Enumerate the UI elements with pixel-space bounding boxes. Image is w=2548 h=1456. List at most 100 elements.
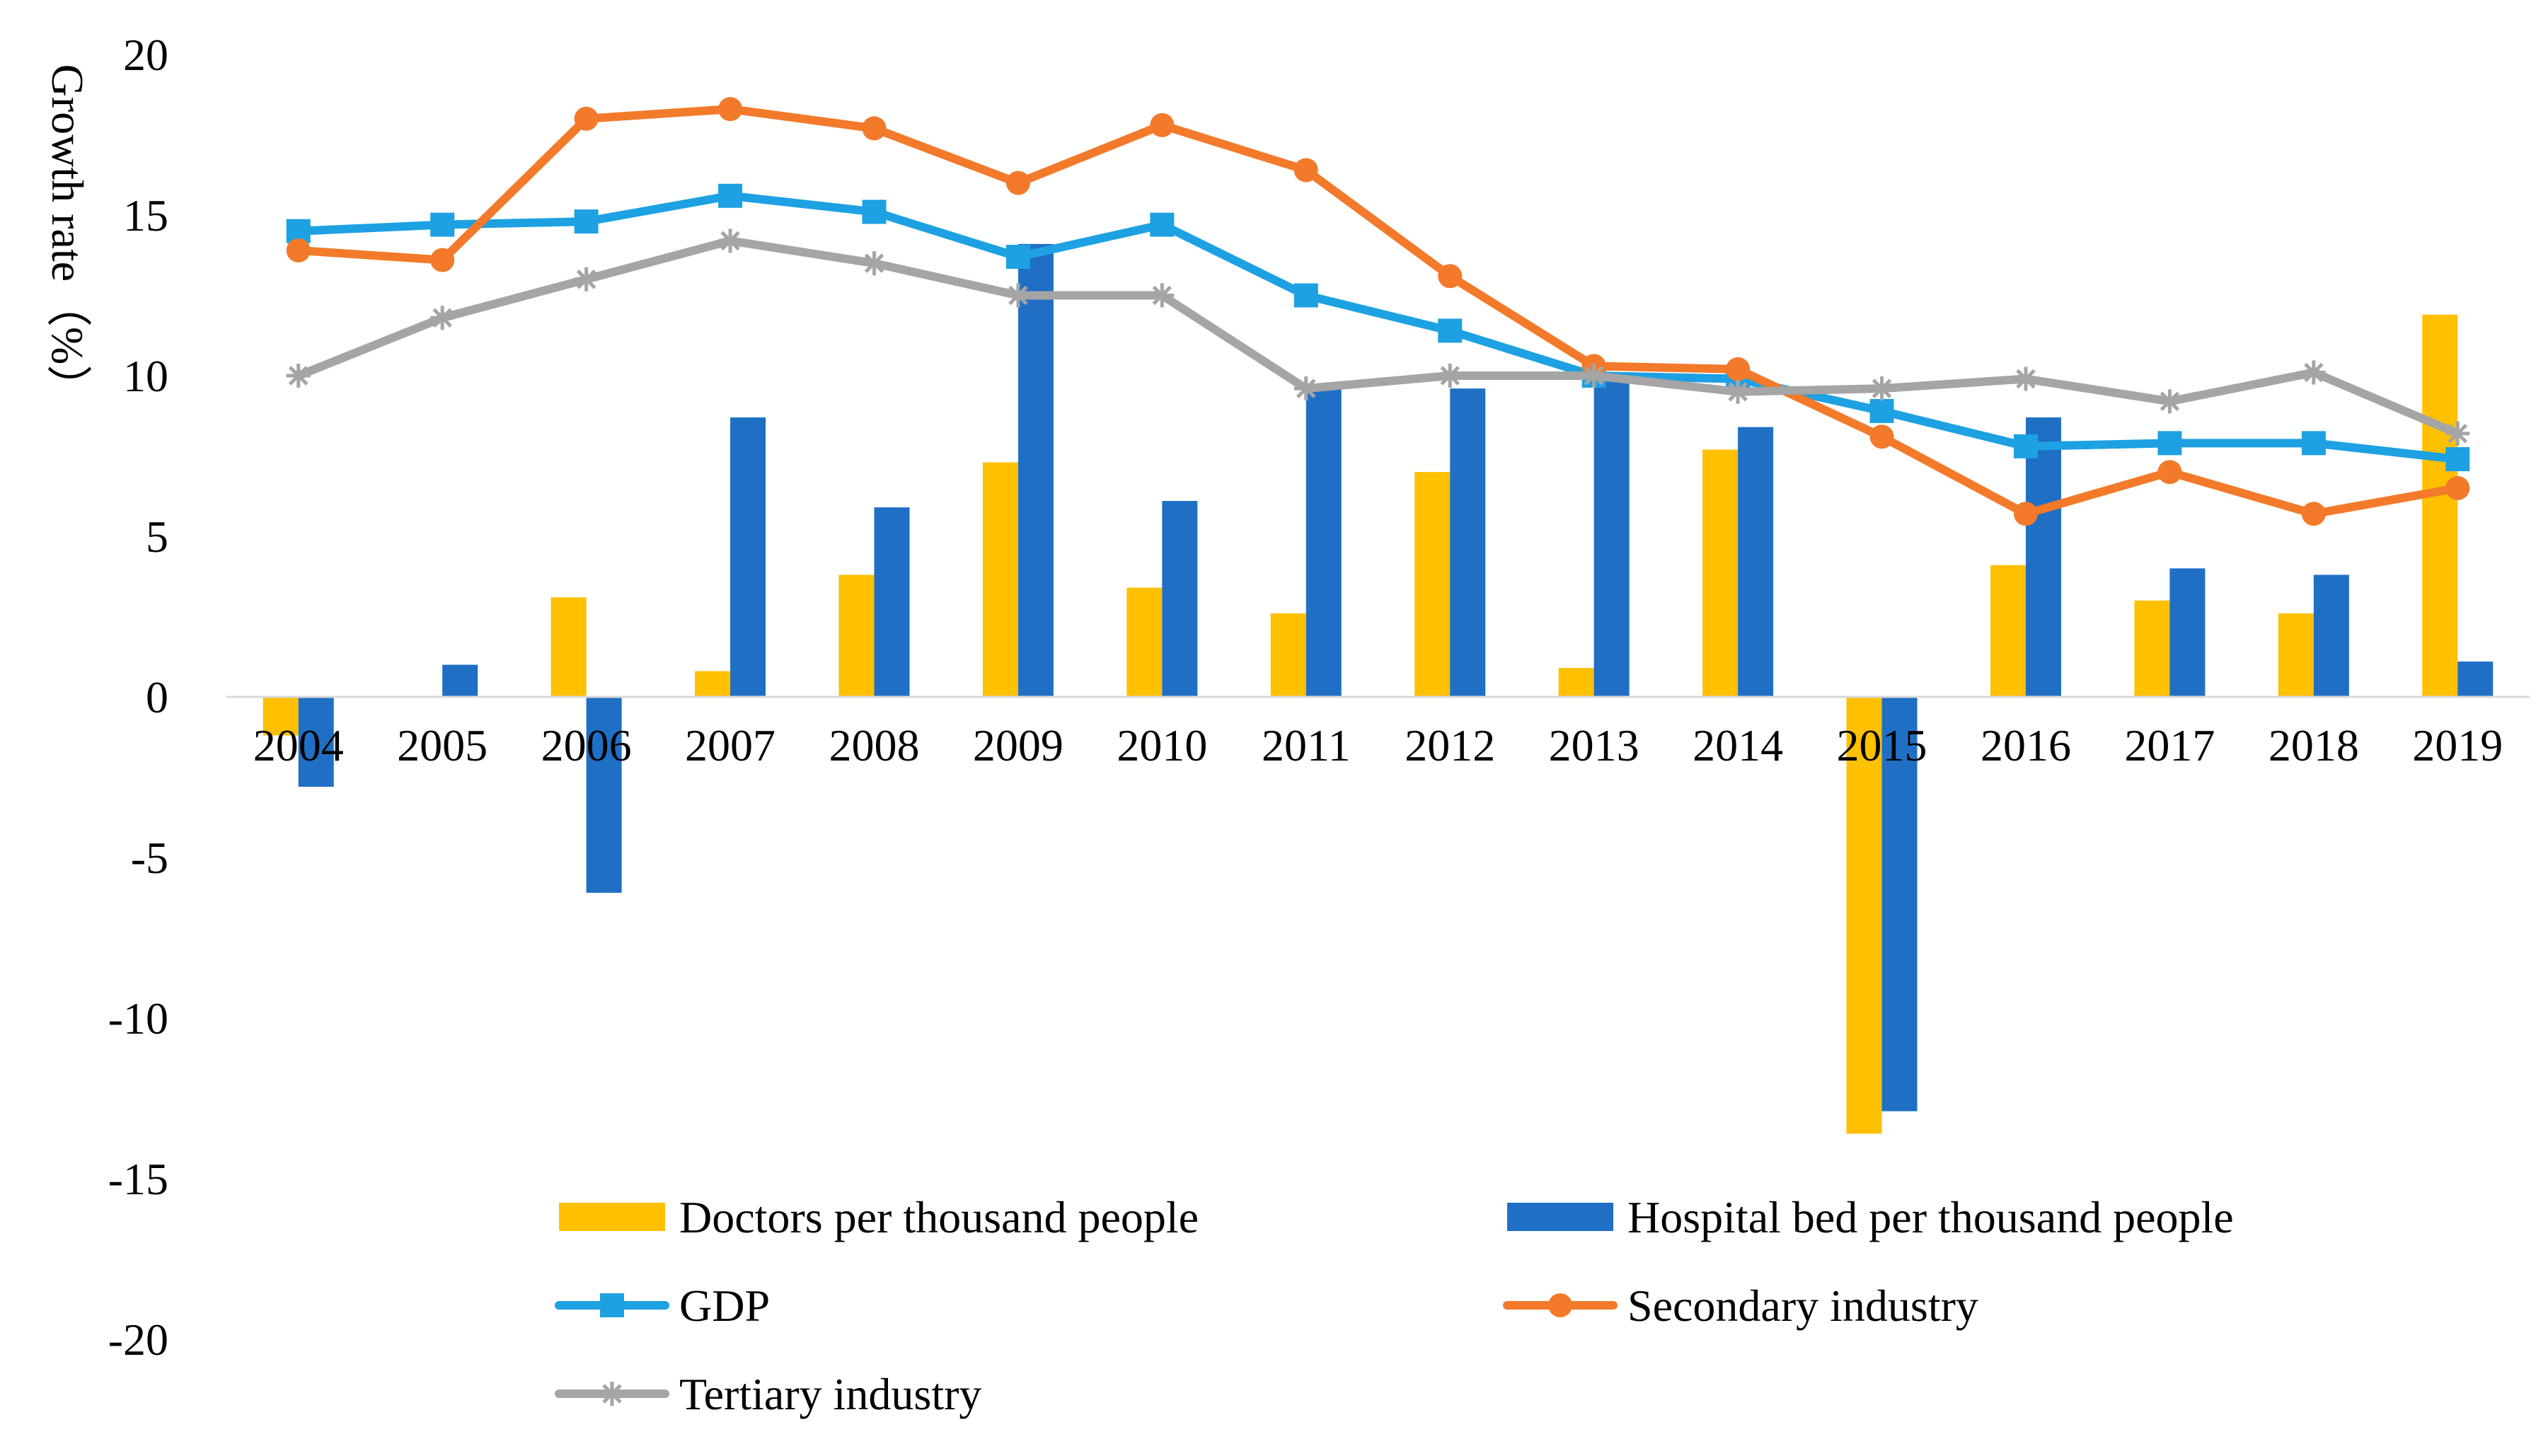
line-secondary-industry — [294, 105, 2462, 519]
point-secondary-industry-2006 — [574, 106, 599, 131]
bar-hospital-bed-per-thousand-people-2010 — [1162, 501, 1198, 697]
bar-doctors-per-thousand-people-2009 — [982, 462, 1018, 697]
bar-doctors-per-thousand-people-2015 — [1846, 697, 1882, 1134]
point-secondary-industry-2005 — [430, 248, 455, 272]
bar-hospital-bed-per-thousand-people-2006 — [586, 697, 622, 893]
point-secondary-industry-2019 — [2445, 475, 2470, 500]
point-gdp-2007 — [718, 183, 743, 208]
bar-hospital-bed-per-thousand-people-2015 — [1881, 697, 1918, 1111]
bar-doctors-per-thousand-people-2011 — [1270, 613, 1306, 697]
x-tick-label-2011: 2011 — [1262, 720, 1351, 770]
legend-swatch — [1507, 1203, 1613, 1231]
x-tick-label-2018: 2018 — [2269, 720, 2359, 770]
bar-doctors-per-thousand-people-2006 — [550, 597, 587, 697]
x-tick-label-2012: 2012 — [1405, 720, 1495, 770]
y-tick-label: -15 — [108, 1154, 168, 1204]
legend-label: Doctors per thousand people — [679, 1192, 1199, 1242]
bar-doctors-per-thousand-people-2007 — [695, 671, 731, 697]
point-gdp-2016 — [2013, 434, 2038, 458]
point-tertiary-industry-2016 — [2013, 366, 2038, 391]
point-secondary-industry-2004 — [286, 238, 311, 262]
bar-hospital-bed-per-thousand-people-2014 — [1738, 427, 1774, 697]
bar-doctors-per-thousand-people-2008 — [838, 574, 875, 697]
point-secondary-industry-2007 — [718, 97, 743, 122]
y-tick-label: 20 — [123, 30, 168, 80]
point-tertiary-industry-2017 — [2157, 389, 2182, 414]
point-secondary-industry-2009 — [1005, 171, 1030, 195]
point-gdp-2008 — [862, 200, 887, 224]
x-tick-labels: 2004 2005 2006 2007 2008 2009 2010 2011 2012 2013… — [253, 720, 2503, 770]
point-gdp-2012 — [1438, 318, 1463, 343]
bar-doctors-per-thousand-people-2018 — [2278, 613, 2314, 697]
lines-layer — [286, 97, 2470, 526]
point-secondary-industry-2018 — [2301, 502, 2326, 526]
point-secondary-industry-2016 — [2013, 502, 2038, 526]
x-tick-label-2014: 2014 — [1693, 720, 1783, 770]
x-tick-label-2019: 2019 — [2412, 720, 2503, 770]
x-tick-label-2010: 2010 — [1117, 720, 1207, 770]
y-tick-labels: 20 15 10 5 0 -5 -10 -15 -20 — [108, 30, 168, 1365]
point-tertiary-industry-2008 — [862, 251, 887, 276]
bar-hospital-bed-per-thousand-people-2018 — [2313, 574, 2349, 697]
bar-hospital-bed-per-thousand-people-2007 — [730, 417, 766, 697]
point-secondary-industry-2010 — [1150, 112, 1175, 137]
bar-doctors-per-thousand-people-2017 — [2134, 600, 2170, 697]
x-tick-label-2013: 2013 — [1549, 720, 1639, 770]
point-tertiary-industry-2011 — [1293, 376, 1318, 401]
bar-doctors-per-thousand-people-2004 — [263, 697, 299, 736]
x-tick-label-2016: 2016 — [1981, 720, 2071, 770]
point-gdp-2019 — [2445, 447, 2470, 472]
legend-marker — [1548, 1293, 1572, 1317]
legend-item-tertiary-industry: Tertiary industry — [555, 1369, 981, 1419]
bar-hospital-bed-per-thousand-people-2011 — [1305, 388, 1342, 697]
x-tick-label-2008: 2008 — [829, 720, 919, 770]
legend: Doctors per thousand people Hospital bed … — [555, 1192, 2234, 1419]
point-gdp-2017 — [2157, 431, 2182, 456]
point-tertiary-industry-2007 — [718, 229, 743, 253]
legend-item-hospital-bed-per-thousand-people: Hospital bed per thousand people — [1507, 1192, 2234, 1242]
x-tick-label-2015: 2015 — [1837, 720, 1927, 770]
bar-hospital-bed-per-thousand-people-2005 — [442, 664, 478, 697]
bar-hospital-bed-per-thousand-people-2019 — [2457, 661, 2494, 697]
bar-hospital-bed-per-thousand-people-2008 — [874, 507, 910, 697]
point-tertiary-industry-2004 — [286, 364, 311, 388]
x-tick-label-2017: 2017 — [2124, 720, 2215, 770]
bar-doctors-per-thousand-people-2013 — [1558, 668, 1594, 697]
bar-doctors-per-thousand-people-2010 — [1126, 587, 1163, 697]
legend-label: Hospital bed per thousand people — [1627, 1192, 2234, 1242]
bar-doctors-per-thousand-people-2019 — [2422, 314, 2458, 697]
point-tertiary-industry-2005 — [430, 306, 455, 330]
bar-hospital-bed-per-thousand-people-2013 — [1593, 376, 1630, 697]
point-tertiary-industry-2019 — [2445, 421, 2470, 446]
point-tertiary-industry-2013 — [1581, 364, 1606, 388]
point-tertiary-industry-2014 — [1726, 379, 1751, 404]
bar-hospital-bed-per-thousand-people-2017 — [2169, 568, 2206, 697]
point-gdp-2015 — [1869, 398, 1894, 423]
point-tertiary-industry-2012 — [1438, 364, 1463, 388]
bar-doctors-per-thousand-people-2016 — [1990, 565, 2026, 697]
point-secondary-industry-2011 — [1293, 158, 1318, 183]
point-secondary-industry-2017 — [2157, 460, 2182, 485]
y-axis-title: Growth rate（%） — [42, 64, 93, 410]
x-tick-label-2007: 2007 — [685, 720, 776, 770]
y-tick-label: -5 — [131, 833, 168, 883]
bar-doctors-per-thousand-people-2014 — [1702, 449, 1739, 697]
legend-swatch — [559, 1203, 665, 1231]
legend-marker — [600, 1293, 624, 1317]
x-tick-label-2009: 2009 — [973, 720, 1063, 770]
bar-hospital-bed-per-thousand-people-2004 — [298, 697, 334, 787]
line-tertiary-industry — [294, 236, 2462, 438]
legend-label: Tertiary industry — [679, 1369, 981, 1419]
legend-label: GDP — [679, 1281, 770, 1331]
point-tertiary-industry-2009 — [1005, 283, 1030, 308]
bar-doctors-per-thousand-people-2012 — [1414, 472, 1451, 697]
point-secondary-industry-2015 — [1869, 424, 1894, 449]
point-gdp-2009 — [1005, 245, 1030, 270]
point-secondary-industry-2012 — [1438, 264, 1463, 289]
series-secondary-industry — [286, 97, 2470, 526]
y-tick-label: 0 — [146, 672, 168, 722]
point-gdp-2005 — [430, 212, 455, 237]
point-tertiary-industry-2018 — [2301, 360, 2326, 385]
